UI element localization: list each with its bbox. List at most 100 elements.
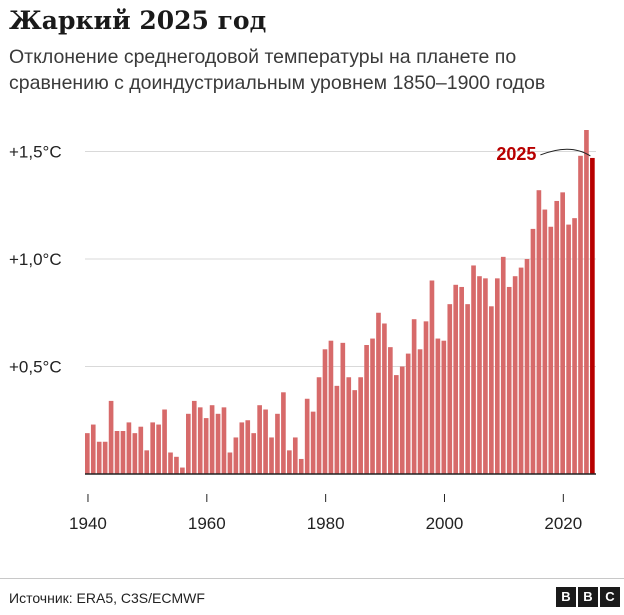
bar — [548, 226, 554, 474]
bar — [411, 319, 417, 474]
bar — [114, 431, 120, 474]
bar — [85, 433, 90, 474]
bar — [180, 467, 185, 474]
bar — [560, 192, 565, 474]
bar-highlight — [590, 157, 595, 474]
bar — [174, 456, 179, 474]
bar — [530, 228, 536, 474]
bar — [477, 276, 482, 474]
bar — [554, 200, 560, 474]
bar — [483, 278, 488, 474]
bar — [542, 209, 548, 475]
bar — [102, 441, 108, 474]
bbc-logo-letter-2: B — [578, 587, 598, 607]
bar — [203, 418, 209, 474]
bar — [465, 304, 470, 474]
bar — [405, 353, 411, 474]
source-note: Источник: ERA5, C3S/ECMWF — [9, 590, 205, 606]
bar — [144, 450, 150, 474]
bar — [423, 321, 429, 474]
bar — [322, 349, 328, 474]
bar — [506, 286, 512, 474]
bar — [126, 422, 132, 474]
chart-title: Жаркий 2025 год — [9, 6, 267, 35]
bar — [239, 422, 245, 474]
bar — [578, 155, 583, 475]
footer-divider — [0, 578, 624, 579]
bar — [298, 458, 304, 474]
y-tick-label: +1,0°C — [9, 250, 62, 269]
bar — [120, 431, 126, 474]
bar — [376, 312, 381, 474]
x-tick-label: 2020 — [544, 514, 582, 533]
bar — [429, 280, 435, 474]
bar — [215, 413, 221, 474]
bar — [435, 338, 441, 474]
bar — [524, 259, 530, 474]
bar — [186, 413, 191, 474]
bar — [257, 405, 262, 474]
bar — [328, 340, 334, 474]
x-tick-label: 1980 — [307, 514, 345, 533]
bar — [275, 413, 280, 474]
bar — [287, 450, 292, 474]
bar — [388, 347, 393, 474]
annotation-leader — [540, 148, 591, 157]
bar — [441, 340, 447, 474]
bar — [518, 267, 524, 474]
temperature-bar-chart: +0,5°C +1,0°C +1,5°C 1940 1960 1980 2000 2020 20… — [9, 130, 596, 533]
bar — [471, 265, 476, 474]
bar — [536, 190, 542, 474]
bar — [233, 437, 239, 474]
bar — [512, 276, 518, 474]
bar — [340, 342, 346, 474]
bar — [96, 441, 102, 474]
bar — [132, 433, 138, 474]
bar — [316, 377, 322, 474]
x-tick-label: 1960 — [188, 514, 226, 533]
bar — [310, 411, 316, 474]
bar — [393, 375, 399, 474]
bar — [197, 407, 203, 474]
y-tick-label: +0,5°C — [9, 358, 62, 377]
bar — [292, 437, 298, 474]
bbc-logo-letter-1: B — [556, 587, 576, 607]
bar — [500, 256, 506, 474]
bar — [221, 407, 227, 474]
bar — [453, 284, 459, 474]
bar — [209, 405, 215, 474]
bar — [245, 420, 251, 474]
bar — [459, 286, 464, 474]
bar — [304, 398, 310, 474]
bar — [156, 424, 161, 474]
bar — [370, 338, 375, 474]
bar — [566, 224, 571, 474]
bar — [108, 400, 114, 474]
bar — [382, 323, 387, 474]
x-tick-label: 2000 — [426, 514, 464, 533]
bar — [447, 304, 453, 474]
bar — [417, 349, 423, 474]
y-tick-label: +1,5°C — [9, 143, 62, 162]
bar — [138, 426, 144, 474]
bar — [352, 390, 358, 474]
bar — [191, 400, 197, 474]
bbc-logo: B B C — [556, 587, 620, 607]
bar — [227, 452, 233, 474]
bar — [150, 422, 156, 474]
bar — [399, 366, 405, 474]
bar — [162, 409, 167, 474]
bar — [281, 392, 286, 474]
annotation-label: 2025 — [496, 144, 536, 164]
bar — [364, 345, 369, 474]
bar — [269, 437, 274, 474]
bar — [334, 385, 340, 474]
bar — [168, 452, 173, 474]
bar — [358, 377, 363, 474]
bar — [584, 130, 589, 474]
bar — [572, 218, 577, 474]
chart-subtitle: Отклонение среднегодовой температуры на … — [9, 46, 546, 94]
bar — [346, 377, 352, 474]
x-tick-label: 1940 — [69, 514, 107, 533]
bbc-logo-letter-3: C — [600, 587, 620, 607]
